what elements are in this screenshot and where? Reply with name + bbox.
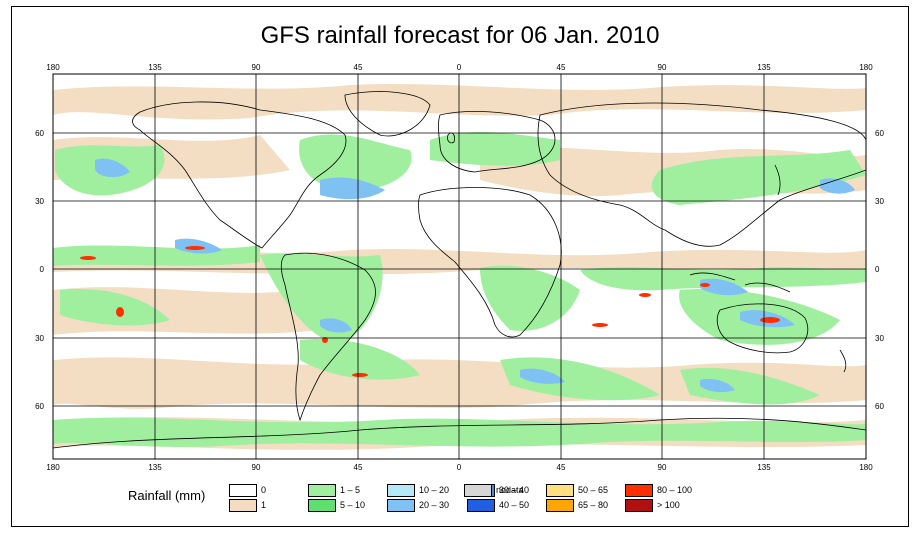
australia-outline xyxy=(716,303,809,354)
map-border xyxy=(52,73,867,460)
lon-tick-label: 45 xyxy=(557,63,566,72)
asia-outline xyxy=(537,102,866,247)
japan-outline xyxy=(774,164,781,196)
map-area xyxy=(53,74,866,459)
greenland-outline xyxy=(344,91,431,137)
lon-tick-label: 180 xyxy=(859,63,873,72)
new-zealand-outline xyxy=(839,349,847,373)
lat-ticks-right: 60 30 0 30 60 xyxy=(875,129,884,411)
south-america-outline xyxy=(280,252,376,422)
figure-frame xyxy=(11,6,909,527)
lon-ticks-top: 180 135 90 45 0 45 90 135 180 xyxy=(46,63,873,72)
lon-tick-label: 45 xyxy=(557,463,566,472)
lon-tick-label: 90 xyxy=(658,63,667,72)
lat-tick-label: 60 xyxy=(35,129,44,138)
lat-tick-label: 30 xyxy=(35,334,44,343)
lat-tick-label: 60 xyxy=(875,402,884,411)
lon-tick-label: 180 xyxy=(46,63,60,72)
lon-tick-label: 180 xyxy=(46,463,60,472)
lon-tick-label: 180 xyxy=(859,463,873,472)
lon-tick-label: 45 xyxy=(354,463,363,472)
lon-tick-label: 45 xyxy=(354,63,363,72)
lon-tick-label: 90 xyxy=(658,463,667,472)
lon-tick-label: 135 xyxy=(148,63,162,72)
lon-ticks-bottom: 180 135 90 45 0 45 90 135 180 xyxy=(46,463,873,472)
africa-outline xyxy=(418,187,562,338)
lat-tick-label: 60 xyxy=(875,129,884,138)
lon-tick-label: 0 xyxy=(457,463,462,472)
europe-outline xyxy=(438,110,556,173)
graticule xyxy=(53,74,866,459)
lon-tick-label: 0 xyxy=(457,63,462,72)
indonesia-outline xyxy=(689,272,791,293)
lat-tick-label: 30 xyxy=(875,197,884,206)
lat-tick-label: 0 xyxy=(875,265,880,274)
lat-tick-label: 0 xyxy=(40,265,45,274)
antarctica-outline xyxy=(53,417,866,449)
lon-tick-label: 135 xyxy=(148,463,162,472)
lat-ticks-left: 60 30 0 30 60 xyxy=(35,129,44,411)
lon-tick-label: 90 xyxy=(252,463,261,472)
north-america-outline xyxy=(132,101,347,249)
lon-tick-label: 135 xyxy=(757,63,771,72)
lon-tick-label: 90 xyxy=(252,63,261,72)
map-title: GFS rainfall forecast for 06 Jan. 2010 xyxy=(260,22,660,49)
rain-field-heavy xyxy=(80,246,780,377)
coastlines xyxy=(53,91,866,449)
lon-tick-label: 135 xyxy=(757,463,771,472)
lat-tick-label: 30 xyxy=(35,197,44,206)
lat-tick-label: 60 xyxy=(35,402,44,411)
lat-tick-label: 30 xyxy=(875,334,884,343)
